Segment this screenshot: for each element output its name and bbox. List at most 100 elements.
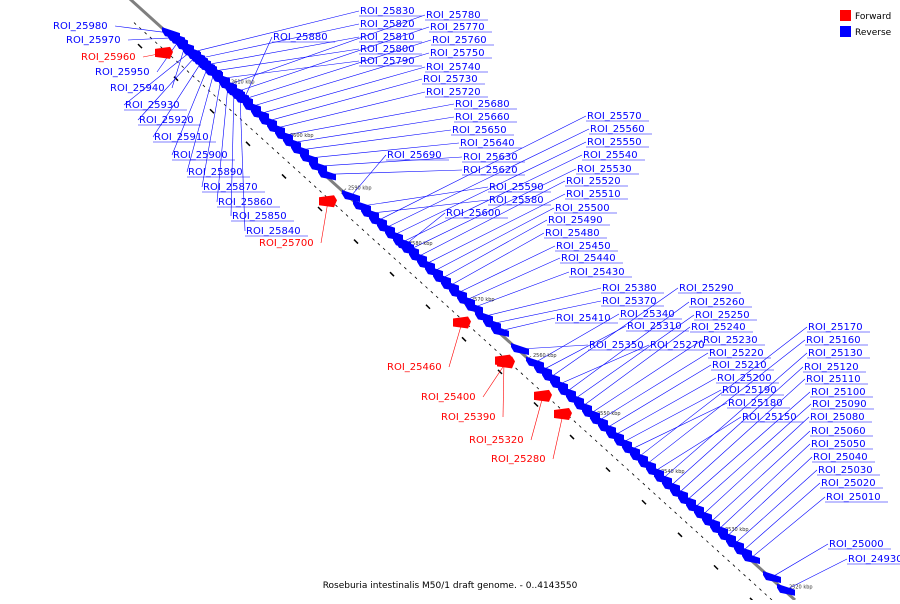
feature-label[interactable]: ROI_25370 <box>602 296 657 307</box>
feature-glyph[interactable] <box>526 356 544 369</box>
feature-glyph[interactable] <box>219 78 237 91</box>
feature-glyph[interactable] <box>534 363 552 376</box>
feature-label[interactable]: ROI_25910 <box>154 132 209 143</box>
feature-label[interactable]: ROI_25730 <box>423 74 478 85</box>
feature-glyph[interactable] <box>251 107 269 120</box>
feature-label[interactable]: ROI_25130 <box>808 348 863 359</box>
feature-glyph[interactable] <box>449 286 467 299</box>
feature-label[interactable]: ROI_25430 <box>570 267 625 278</box>
feature-label[interactable]: ROI_25210 <box>712 360 767 371</box>
feature-glyph[interactable] <box>534 389 552 402</box>
feature-glyph[interactable] <box>204 65 222 78</box>
feature-glyph[interactable] <box>300 152 318 165</box>
feature-label[interactable]: ROI_25310 <box>627 321 682 332</box>
feature-label[interactable]: ROI_25960 <box>81 52 136 63</box>
feature-glyph[interactable] <box>425 265 443 278</box>
feature-label[interactable]: ROI_25460 <box>387 362 442 373</box>
feature-glyph[interactable] <box>511 343 529 355</box>
feature-label[interactable]: ROI_25760 <box>432 35 487 46</box>
feature-label[interactable]: ROI_25780 <box>426 10 481 21</box>
feature-glyph[interactable] <box>235 93 253 106</box>
feature-label[interactable]: ROI_25280 <box>491 454 546 465</box>
feature-label[interactable]: ROI_25680 <box>455 99 510 110</box>
feature-label[interactable]: ROI_25170 <box>808 322 863 333</box>
feature-label[interactable]: ROI_25020 <box>821 478 876 489</box>
feature-label[interactable]: ROI_25930 <box>125 100 180 111</box>
feature-label[interactable]: ROI_25500 <box>555 203 610 214</box>
feature-glyph[interactable] <box>155 46 173 59</box>
feature-label[interactable]: ROI_25150 <box>742 412 797 423</box>
feature-label[interactable]: ROI_25220 <box>709 348 764 359</box>
feature-glyph[interactable] <box>718 530 736 543</box>
feature-glyph[interactable] <box>243 100 261 113</box>
feature-glyph[interactable] <box>606 428 624 441</box>
feature-label[interactable]: ROI_25490 <box>548 215 603 226</box>
feature-glyph[interactable] <box>342 190 360 203</box>
feature-glyph[interactable] <box>574 400 592 413</box>
feature-label[interactable]: ROI_25590 <box>489 182 544 193</box>
feature-glyph[interactable] <box>283 136 301 149</box>
feature-glyph[interactable] <box>614 436 632 449</box>
feature-label[interactable]: ROI_25080 <box>810 412 865 423</box>
feature-glyph[interactable] <box>542 371 560 384</box>
feature-label[interactable]: ROI_25120 <box>804 362 859 373</box>
feature-glyph[interactable] <box>726 537 744 550</box>
feature-glyph[interactable] <box>686 501 704 514</box>
feature-glyph[interactable] <box>483 317 501 330</box>
feature-label[interactable]: ROI_25850 <box>232 211 287 222</box>
feature-label[interactable]: ROI_25860 <box>218 197 273 208</box>
feature-glyph[interactable] <box>353 200 371 213</box>
feature-label[interactable]: ROI_25340 <box>620 309 675 320</box>
feature-label[interactable]: ROI_25560 <box>590 124 645 135</box>
feature-label[interactable]: ROI_24930 <box>848 554 900 565</box>
feature-glyph[interactable] <box>763 571 781 584</box>
feature-label[interactable]: ROI_25770 <box>430 22 485 33</box>
feature-glyph[interactable] <box>441 279 459 292</box>
feature-label[interactable]: ROI_25250 <box>695 310 750 321</box>
feature-glyph[interactable] <box>646 465 664 478</box>
feature-label[interactable]: ROI_25450 <box>556 241 611 252</box>
feature-label[interactable]: ROI_25050 <box>811 439 866 450</box>
feature-label[interactable]: ROI_25790 <box>360 56 415 67</box>
feature-glyph[interactable] <box>550 378 568 391</box>
feature-label[interactable]: ROI_25870 <box>203 182 258 193</box>
feature-glyph[interactable] <box>558 385 576 398</box>
feature-glyph[interactable] <box>662 479 680 492</box>
feature-label[interactable]: ROI_25660 <box>455 112 510 123</box>
feature-glyph[interactable] <box>654 472 672 485</box>
feature-glyph[interactable] <box>566 392 584 405</box>
feature-label[interactable]: ROI_25190 <box>722 385 777 396</box>
feature-label[interactable]: ROI_25900 <box>173 150 228 161</box>
feature-label[interactable]: ROI_25700 <box>259 238 314 249</box>
feature-glyph[interactable] <box>582 407 600 420</box>
feature-label[interactable]: ROI_25200 <box>717 373 772 384</box>
feature-label[interactable]: ROI_25690 <box>387 150 442 161</box>
feature-label[interactable]: ROI_25510 <box>566 189 621 200</box>
feature-glyph[interactable] <box>590 414 608 427</box>
feature-label[interactable]: ROI_25810 <box>360 32 415 43</box>
feature-glyph[interactable] <box>361 207 379 220</box>
feature-glyph[interactable] <box>401 243 419 256</box>
feature-label[interactable]: ROI_25090 <box>812 399 867 410</box>
feature-label[interactable]: ROI_25580 <box>489 195 544 206</box>
feature-glyph[interactable] <box>227 85 245 98</box>
feature-label[interactable]: ROI_25640 <box>460 138 515 149</box>
feature-label[interactable]: ROI_25740 <box>426 62 481 73</box>
feature-glyph[interactable] <box>495 354 513 367</box>
feature-label[interactable]: ROI_25620 <box>463 165 518 176</box>
feature-glyph[interactable] <box>409 250 427 263</box>
feature-glyph[interactable] <box>267 122 285 135</box>
feature-glyph[interactable] <box>417 257 435 270</box>
feature-glyph[interactable] <box>369 214 387 227</box>
feature-label[interactable]: ROI_25410 <box>556 313 611 324</box>
feature-label[interactable]: ROI_25600 <box>446 208 501 219</box>
feature-glyph[interactable] <box>475 310 493 323</box>
feature-label[interactable]: ROI_25720 <box>426 87 481 98</box>
feature-glyph[interactable] <box>309 160 327 173</box>
feature-glyph[interactable] <box>393 236 411 249</box>
feature-label[interactable]: ROI_25840 <box>246 226 301 237</box>
feature-glyph[interactable] <box>291 143 309 156</box>
feature-glyph[interactable] <box>319 195 337 208</box>
feature-label[interactable]: ROI_25920 <box>139 115 194 126</box>
feature-label[interactable]: ROI_25820 <box>360 19 415 30</box>
